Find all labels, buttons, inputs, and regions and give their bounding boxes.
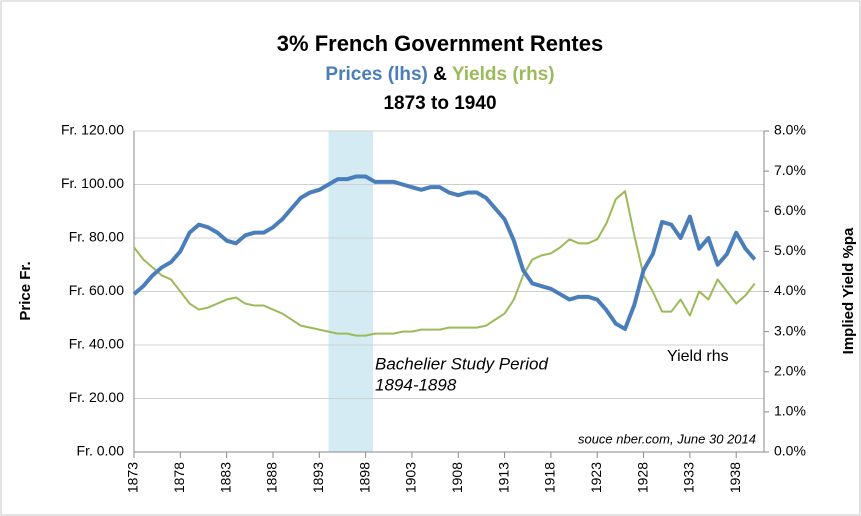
- x-tick-label: 1923: [588, 462, 604, 493]
- y2-tick-label: 5.0%: [774, 242, 806, 258]
- y-tick-label: Fr. 20.00: [69, 389, 124, 405]
- annotation: 1894-1898: [375, 375, 457, 394]
- y-tick-label: Fr. 0.00: [77, 443, 125, 459]
- y2-tick-label: 3.0%: [774, 322, 806, 338]
- series-line: [133, 190, 756, 337]
- legend-entry: Yields (rhs): [452, 64, 555, 85]
- annotation: Yield rhs: [667, 348, 729, 365]
- date-range: 1873 to 1940: [383, 93, 496, 114]
- x-tick-label: 1933: [681, 462, 697, 493]
- x-tick-label: 1873: [125, 462, 141, 493]
- chart-title: 3% French Government Rentes: [277, 31, 603, 56]
- legend-entry: Prices (lhs): [325, 64, 427, 85]
- x-tick-label: 1883: [217, 462, 233, 493]
- x-tick-label: 1908: [449, 462, 465, 493]
- y2-tick-label: 7.0%: [774, 162, 806, 178]
- series-line: [132, 174, 757, 331]
- y-tick-label: Fr. 60.00: [69, 282, 124, 298]
- x-tick-label: 1898: [356, 462, 372, 493]
- subtitle-separator: &: [433, 64, 447, 85]
- annotation: souce nber.com, June 30 2014: [578, 431, 756, 446]
- annotation: Bachelier Study Period: [375, 354, 548, 373]
- x-tick-label: 1913: [495, 462, 511, 493]
- x-tick-label: 1878: [171, 462, 187, 493]
- y2-tick-label: 8.0%: [774, 122, 806, 138]
- y2-axis-label: Implied Yield %pa: [840, 227, 857, 354]
- y-tick-label: Fr. 120.00: [61, 122, 124, 138]
- y-tick-label: Fr. 80.00: [69, 229, 124, 245]
- y2-tick-label: 2.0%: [774, 362, 806, 378]
- x-tick-label: 1928: [634, 462, 650, 493]
- x-tick-label: 1888: [264, 462, 280, 493]
- y2-tick-label: 6.0%: [774, 202, 806, 218]
- y-tick-label: Fr. 40.00: [69, 336, 124, 352]
- x-tick-label: 1938: [727, 462, 743, 493]
- x-tick-label: 1903: [403, 462, 419, 493]
- y2-tick-label: 0.0%: [774, 443, 806, 459]
- y2-tick-label: 1.0%: [774, 403, 806, 419]
- x-tick-label: 1918: [542, 462, 558, 493]
- y-tick-label: Fr. 100.00: [61, 175, 124, 191]
- y2-tick-label: 4.0%: [774, 282, 806, 298]
- chart-subtitle: Prices (lhs) & Yields (rhs): [325, 64, 554, 85]
- y-axis-label: Price Fr.: [17, 261, 34, 320]
- x-tick-label: 1893: [310, 462, 326, 493]
